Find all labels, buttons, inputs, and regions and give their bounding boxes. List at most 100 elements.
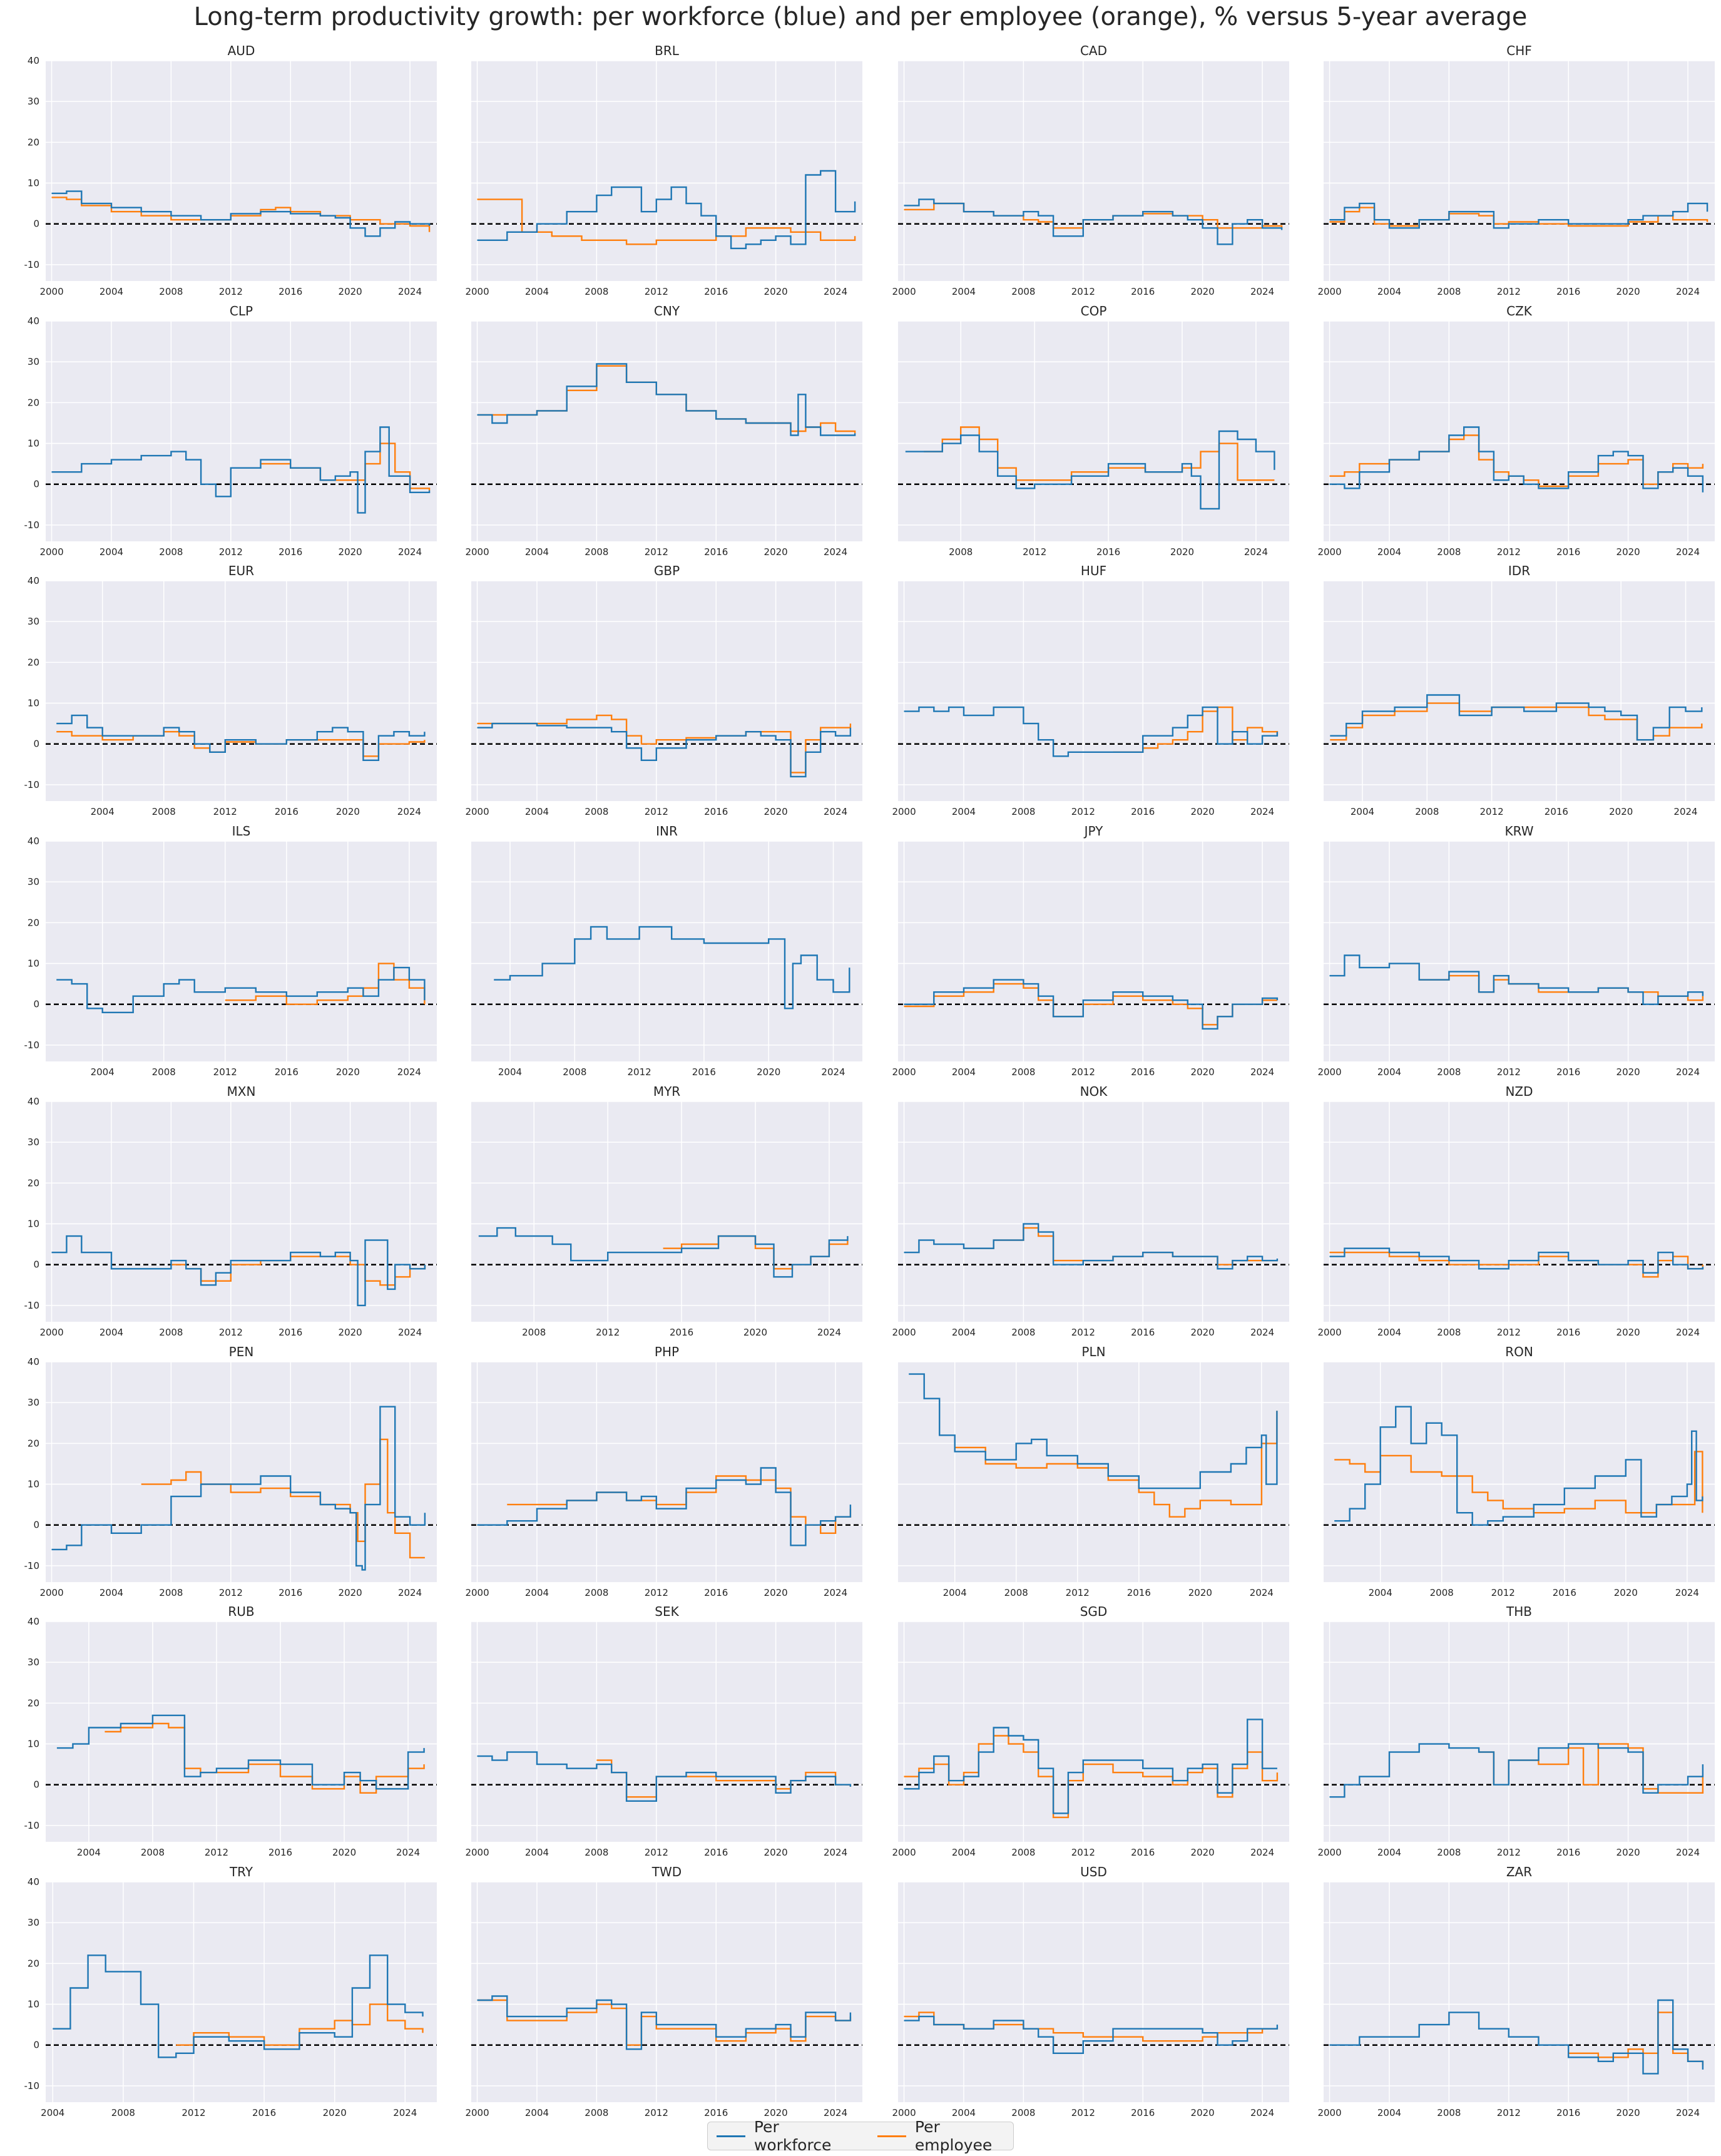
x-tick-label: 2016 [704,546,728,558]
y-tick-label: 0 [33,1520,39,1531]
x-tick-label: 2000 [1317,2107,1341,2118]
y-tick-label: 0 [33,738,39,750]
panel-thb: 2000 2004 2008 2012 2016 2020 2024 THB [1317,1604,1715,1858]
x-tick-label: 2008 [111,2107,135,2118]
plot-area [46,581,437,801]
x-tick-label: 2008 [522,1327,546,1338]
x-tick-label: 2012 [645,546,668,558]
x-tick-label: 2012 [1023,546,1046,558]
x-tick-label: 2000 [892,286,916,297]
plot-area [898,1622,1289,1842]
panel-title: CNY [654,304,680,319]
x-tick-label: 2012 [1497,546,1521,558]
x-tick-label: 2008 [141,1847,165,1858]
panel-cad: 2000 2004 2008 2012 2016 2020 2024 CAD [892,43,1289,297]
y-tick-label: 30 [28,876,39,887]
x-tick-label: 2016 [1553,1587,1576,1598]
legend-item-workforce: Per workforce [717,2118,852,2154]
y-tick-label: 30 [28,1397,39,1408]
x-tick-label: 2020 [764,286,788,297]
series-line-employee [954,1411,1278,1518]
x-tick-label: 2016 [1131,2107,1155,2118]
plot-area [1324,1882,1715,2102]
y-tick-label: 20 [28,917,39,928]
series-line-workforce [1329,1247,1704,1274]
plot-area [46,1362,437,1582]
x-tick-label: 2024 [396,1847,420,1858]
series-line-workforce [56,1714,425,1790]
y-tick-label: 30 [28,616,39,627]
plot-area [898,1101,1289,1322]
x-tick-label: 2020 [1191,806,1215,817]
x-tick-label: 2024 [1250,1327,1274,1338]
x-tick-label: 2004 [943,1587,967,1598]
y-tick-label: 30 [28,1137,39,1148]
x-tick-label: 2016 [1556,2107,1580,2118]
x-tick-label: 2000 [892,806,916,817]
panel-pen: -10 0 10 20 30 40 2000 2004 2008 2012 2016 2020 2024… [24,1344,437,1598]
x-tick-label: 2004 [952,1847,976,1858]
panel-sgd: 2000 2004 2008 2012 2016 2020 2024 SGD [892,1604,1289,1858]
x-tick-label: 2020 [757,1066,780,1078]
series-line-workforce [56,966,426,1013]
x-tick-label: 2024 [1250,1066,1274,1078]
x-tick-label: 2004 [952,1066,976,1078]
x-tick-label: 2004 [952,286,976,297]
y-tick-label: 20 [28,136,39,148]
series-line-workforce [1329,954,1704,1005]
panel-zar: 2000 2004 2008 2012 2016 2020 2024 ZAR [1317,1864,1715,2118]
x-tick-label: 2020 [1616,1066,1640,1078]
x-tick-label: 2020 [764,806,788,817]
y-tick-label: 0 [33,479,39,490]
x-tick-label: 2008 [1415,806,1439,817]
y-tick-label: 0 [33,218,39,230]
x-tick-label: 2000 [465,286,489,297]
panel-title: HUF [1081,563,1106,578]
x-tick-label: 2012 [213,1066,237,1078]
x-tick-label: 2008 [1437,286,1461,297]
x-tick-label: 2020 [1191,2107,1215,2118]
panel-title: ZAR [1506,1864,1532,1879]
panel-title: RUB [228,1604,254,1619]
x-tick-label: 2012 [1497,286,1521,297]
x-tick-label: 2012 [1497,1847,1521,1858]
x-tick-label: 2008 [1011,1066,1035,1078]
x-tick-label: 2024 [393,2107,417,2118]
x-tick-label: 2012 [1491,1587,1515,1598]
y-tick-label: 20 [28,1697,39,1709]
y-tick-label: 20 [28,1958,39,1969]
x-tick-label: 2000 [39,546,63,558]
x-tick-label: 2008 [1004,1587,1028,1598]
x-tick-label: 2012 [645,1847,668,1858]
panel-idr: 2004 2008 2012 2016 2020 2024 IDR [1324,563,1715,817]
panel-cny: 2000 2004 2008 2012 2016 2020 2024 CNY [465,304,862,558]
y-tick-label: 40 [28,1616,39,1627]
panel-title: TWD [651,1864,682,1879]
x-tick-label: 2024 [1673,806,1697,817]
x-tick-label: 2012 [1071,1847,1095,1858]
x-tick-label: 2012 [1071,2107,1095,2118]
panel-rub: -10 0 10 20 30 40 2004 2008 2012 2016 2020 2024 RUB [24,1604,437,1858]
x-tick-label: 2000 [892,1327,916,1338]
x-tick-label: 2012 [205,1847,228,1858]
x-tick-label: 2012 [645,286,668,297]
x-tick-label: 2000 [1317,286,1341,297]
x-tick-label: 2024 [1676,1847,1700,1858]
x-tick-label: 2020 [1188,1587,1212,1598]
panel-title: AUD [228,43,255,58]
x-tick-label: 2020 [1191,286,1215,297]
x-tick-label: 2008 [1011,286,1035,297]
x-tick-label: 2016 [278,286,302,297]
x-tick-label: 2016 [278,1327,302,1338]
y-tick-label: 40 [28,1356,39,1367]
y-tick-label: 30 [28,1917,39,1928]
x-tick-label: 2004 [952,1327,976,1338]
x-tick-label: 2008 [949,546,973,558]
plot-area [1324,61,1715,281]
x-tick-label: 2024 [398,286,422,297]
series-line-workforce [904,1719,1277,1814]
x-tick-label: 2016 [1556,1847,1580,1858]
x-tick-label: 2008 [1437,1847,1461,1858]
x-tick-label: 2024 [1250,806,1274,817]
series-line-workforce [477,722,852,778]
